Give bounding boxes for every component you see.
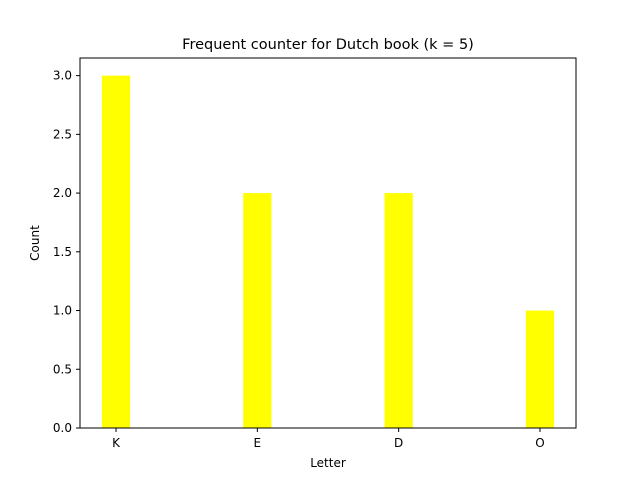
chart-title: Frequent counter for Dutch book (k = 5)	[182, 37, 474, 53]
y-ticks-group: 0.0 0.5 1.0 1.5 2.0 2.5 3.0	[53, 69, 80, 435]
y-axis-label: Count	[28, 225, 42, 261]
bar-k	[101, 75, 131, 428]
y-tick-label: 2.5	[53, 127, 72, 141]
y-tick-label: 2.0	[53, 186, 72, 200]
x-tick-label: O	[535, 436, 544, 450]
x-tick-label: D	[394, 436, 403, 450]
y-tick-label: 1.0	[53, 304, 72, 318]
y-tick-label: 0.5	[53, 362, 72, 376]
x-axis-label: Letter	[310, 456, 346, 470]
plot-frame	[79, 57, 577, 429]
x-tick-label: E	[254, 436, 262, 450]
y-tick-label: 3.0	[53, 69, 72, 83]
y-tick-label: 1.5	[53, 245, 72, 259]
bar-d	[384, 193, 413, 428]
plot-area	[80, 58, 576, 428]
bars-group	[101, 75, 555, 428]
bar-o	[525, 310, 555, 428]
x-tick-label: K	[112, 436, 121, 450]
bar-e	[243, 193, 272, 428]
y-tick-label: 0.0	[53, 421, 72, 435]
